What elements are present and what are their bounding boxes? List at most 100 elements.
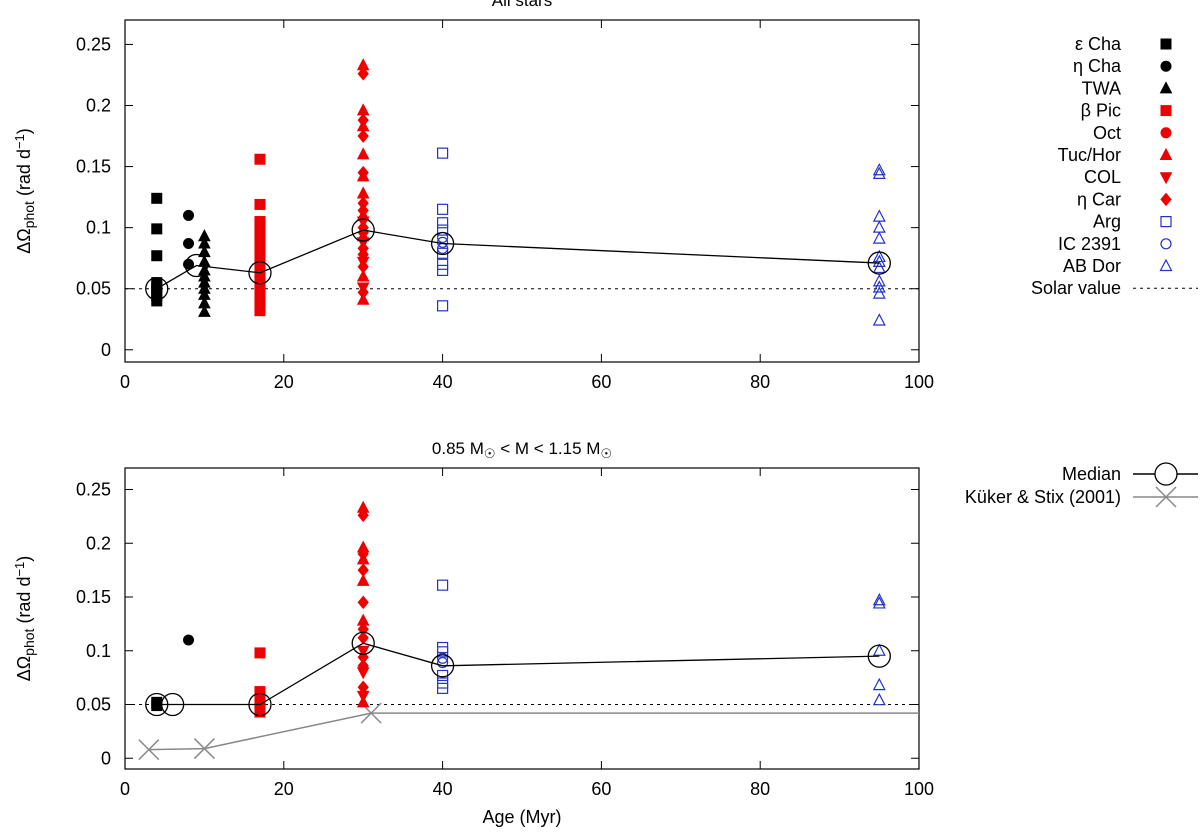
ylabel-close: ) [14, 128, 34, 134]
legend-label: Solar value [1031, 278, 1121, 298]
data-point [357, 508, 369, 523]
median-point [248, 261, 272, 285]
data-point [872, 260, 886, 274]
legend-item-arg: Arg [1093, 212, 1172, 232]
data-point [356, 573, 370, 586]
data-point [872, 313, 886, 326]
x-tick-label: 40 [433, 779, 453, 799]
legend-swatch [1160, 238, 1172, 250]
data-point [357, 659, 369, 673]
ylabel-sup: −1 [12, 134, 27, 149]
data-point [437, 656, 449, 669]
legend-label: η Cha [1073, 56, 1122, 76]
legend-label: Arg [1093, 212, 1121, 232]
series-epsilon-cha [151, 192, 163, 307]
series-eta-car [357, 66, 369, 300]
series-ab-dor [872, 592, 886, 706]
series-eta-cha [183, 634, 195, 646]
data-point [872, 592, 886, 606]
y-tick-label: 0.1 [86, 641, 111, 661]
y-tick-label: 0.2 [86, 533, 111, 553]
series-eta-cha [183, 209, 195, 270]
median-point [430, 231, 455, 256]
x-axis-label: Age (Myr) [482, 807, 561, 827]
legend-item-oct: Oct [1093, 123, 1172, 143]
legend-swatch [1160, 60, 1172, 72]
title-part: ☉ [484, 446, 496, 461]
data-point [872, 231, 886, 244]
legend-median-model: Median Küker & Stix (2001) [965, 462, 1198, 508]
data-point [357, 113, 369, 127]
data-point [872, 280, 886, 293]
data-point [356, 186, 370, 199]
y-tick-label: 0.05 [76, 695, 111, 715]
ylabel-sub: phot [21, 628, 37, 655]
data-point [183, 238, 195, 250]
model-point [138, 739, 160, 761]
series-arg [437, 147, 449, 312]
median-point [184, 253, 209, 278]
data-point [151, 250, 163, 262]
data-point [357, 680, 369, 695]
median-line [156, 642, 880, 706]
data-point [356, 103, 370, 116]
legend-item-eta-cha: η Cha [1073, 56, 1172, 76]
data-point [356, 147, 370, 160]
y-tick-label: 0.1 [86, 218, 111, 238]
data-point [357, 165, 369, 180]
data-point [872, 274, 886, 287]
ylabel-main: ΔΩ [14, 228, 34, 253]
ylabel-unit: (rad d [14, 577, 34, 629]
legend-swatch [1160, 192, 1172, 207]
data-point [357, 259, 369, 274]
legend-label: COL [1084, 167, 1121, 187]
data-point [437, 682, 449, 694]
x-tick-label: 40 [433, 372, 453, 392]
data-point [254, 647, 266, 659]
data-point [437, 669, 449, 682]
data-point [357, 631, 369, 645]
legend-swatch [1160, 38, 1172, 50]
series-ab-dor [872, 162, 886, 326]
x-tick-label: 100 [904, 779, 934, 799]
data-point [254, 305, 266, 317]
plot-frame [124, 467, 920, 770]
legend-swatch [1160, 127, 1172, 139]
x-tick-label: 60 [591, 779, 611, 799]
y-axis-label: ΔΩphot (rad d−1) [12, 556, 37, 682]
legend-label: β Pic [1081, 101, 1121, 121]
legend-swatch [1159, 81, 1173, 94]
median-point [351, 218, 375, 242]
legend-label: ε Cha [1075, 34, 1122, 54]
x-tick-label: 80 [750, 779, 770, 799]
data-point [356, 269, 370, 282]
model-line [148, 712, 919, 751]
data-point [872, 162, 886, 176]
data-point [357, 66, 369, 81]
legend-item-ab-dor: AB Dor [1063, 256, 1173, 276]
data-point [357, 547, 369, 561]
y-tick-label: 0.15 [76, 157, 111, 177]
x-tick-label: 0 [120, 372, 130, 392]
legend-label: η Car [1077, 189, 1121, 209]
legend-swatch [1159, 147, 1173, 160]
data-point [151, 192, 163, 204]
data-point [357, 595, 369, 610]
median-point [430, 654, 455, 678]
data-point [872, 286, 886, 299]
data-point [437, 147, 449, 159]
legend-item-tuc-hor: Tuc/Hor [1058, 145, 1173, 165]
legend-item-solar-value: Solar value [1031, 278, 1198, 298]
data-point [437, 300, 449, 312]
legend-label: Median [1062, 464, 1121, 484]
x-tick-label: 0 [120, 779, 130, 799]
data-point [872, 254, 886, 267]
data-point [437, 217, 449, 229]
legend-label: IC 2391 [1058, 234, 1121, 254]
data-point [437, 646, 449, 658]
data-point [872, 596, 886, 609]
ylabel-main: ΔΩ [14, 656, 34, 681]
plot-frame [124, 19, 920, 363]
data-point [357, 563, 369, 577]
title-part: ☉ [600, 446, 612, 461]
